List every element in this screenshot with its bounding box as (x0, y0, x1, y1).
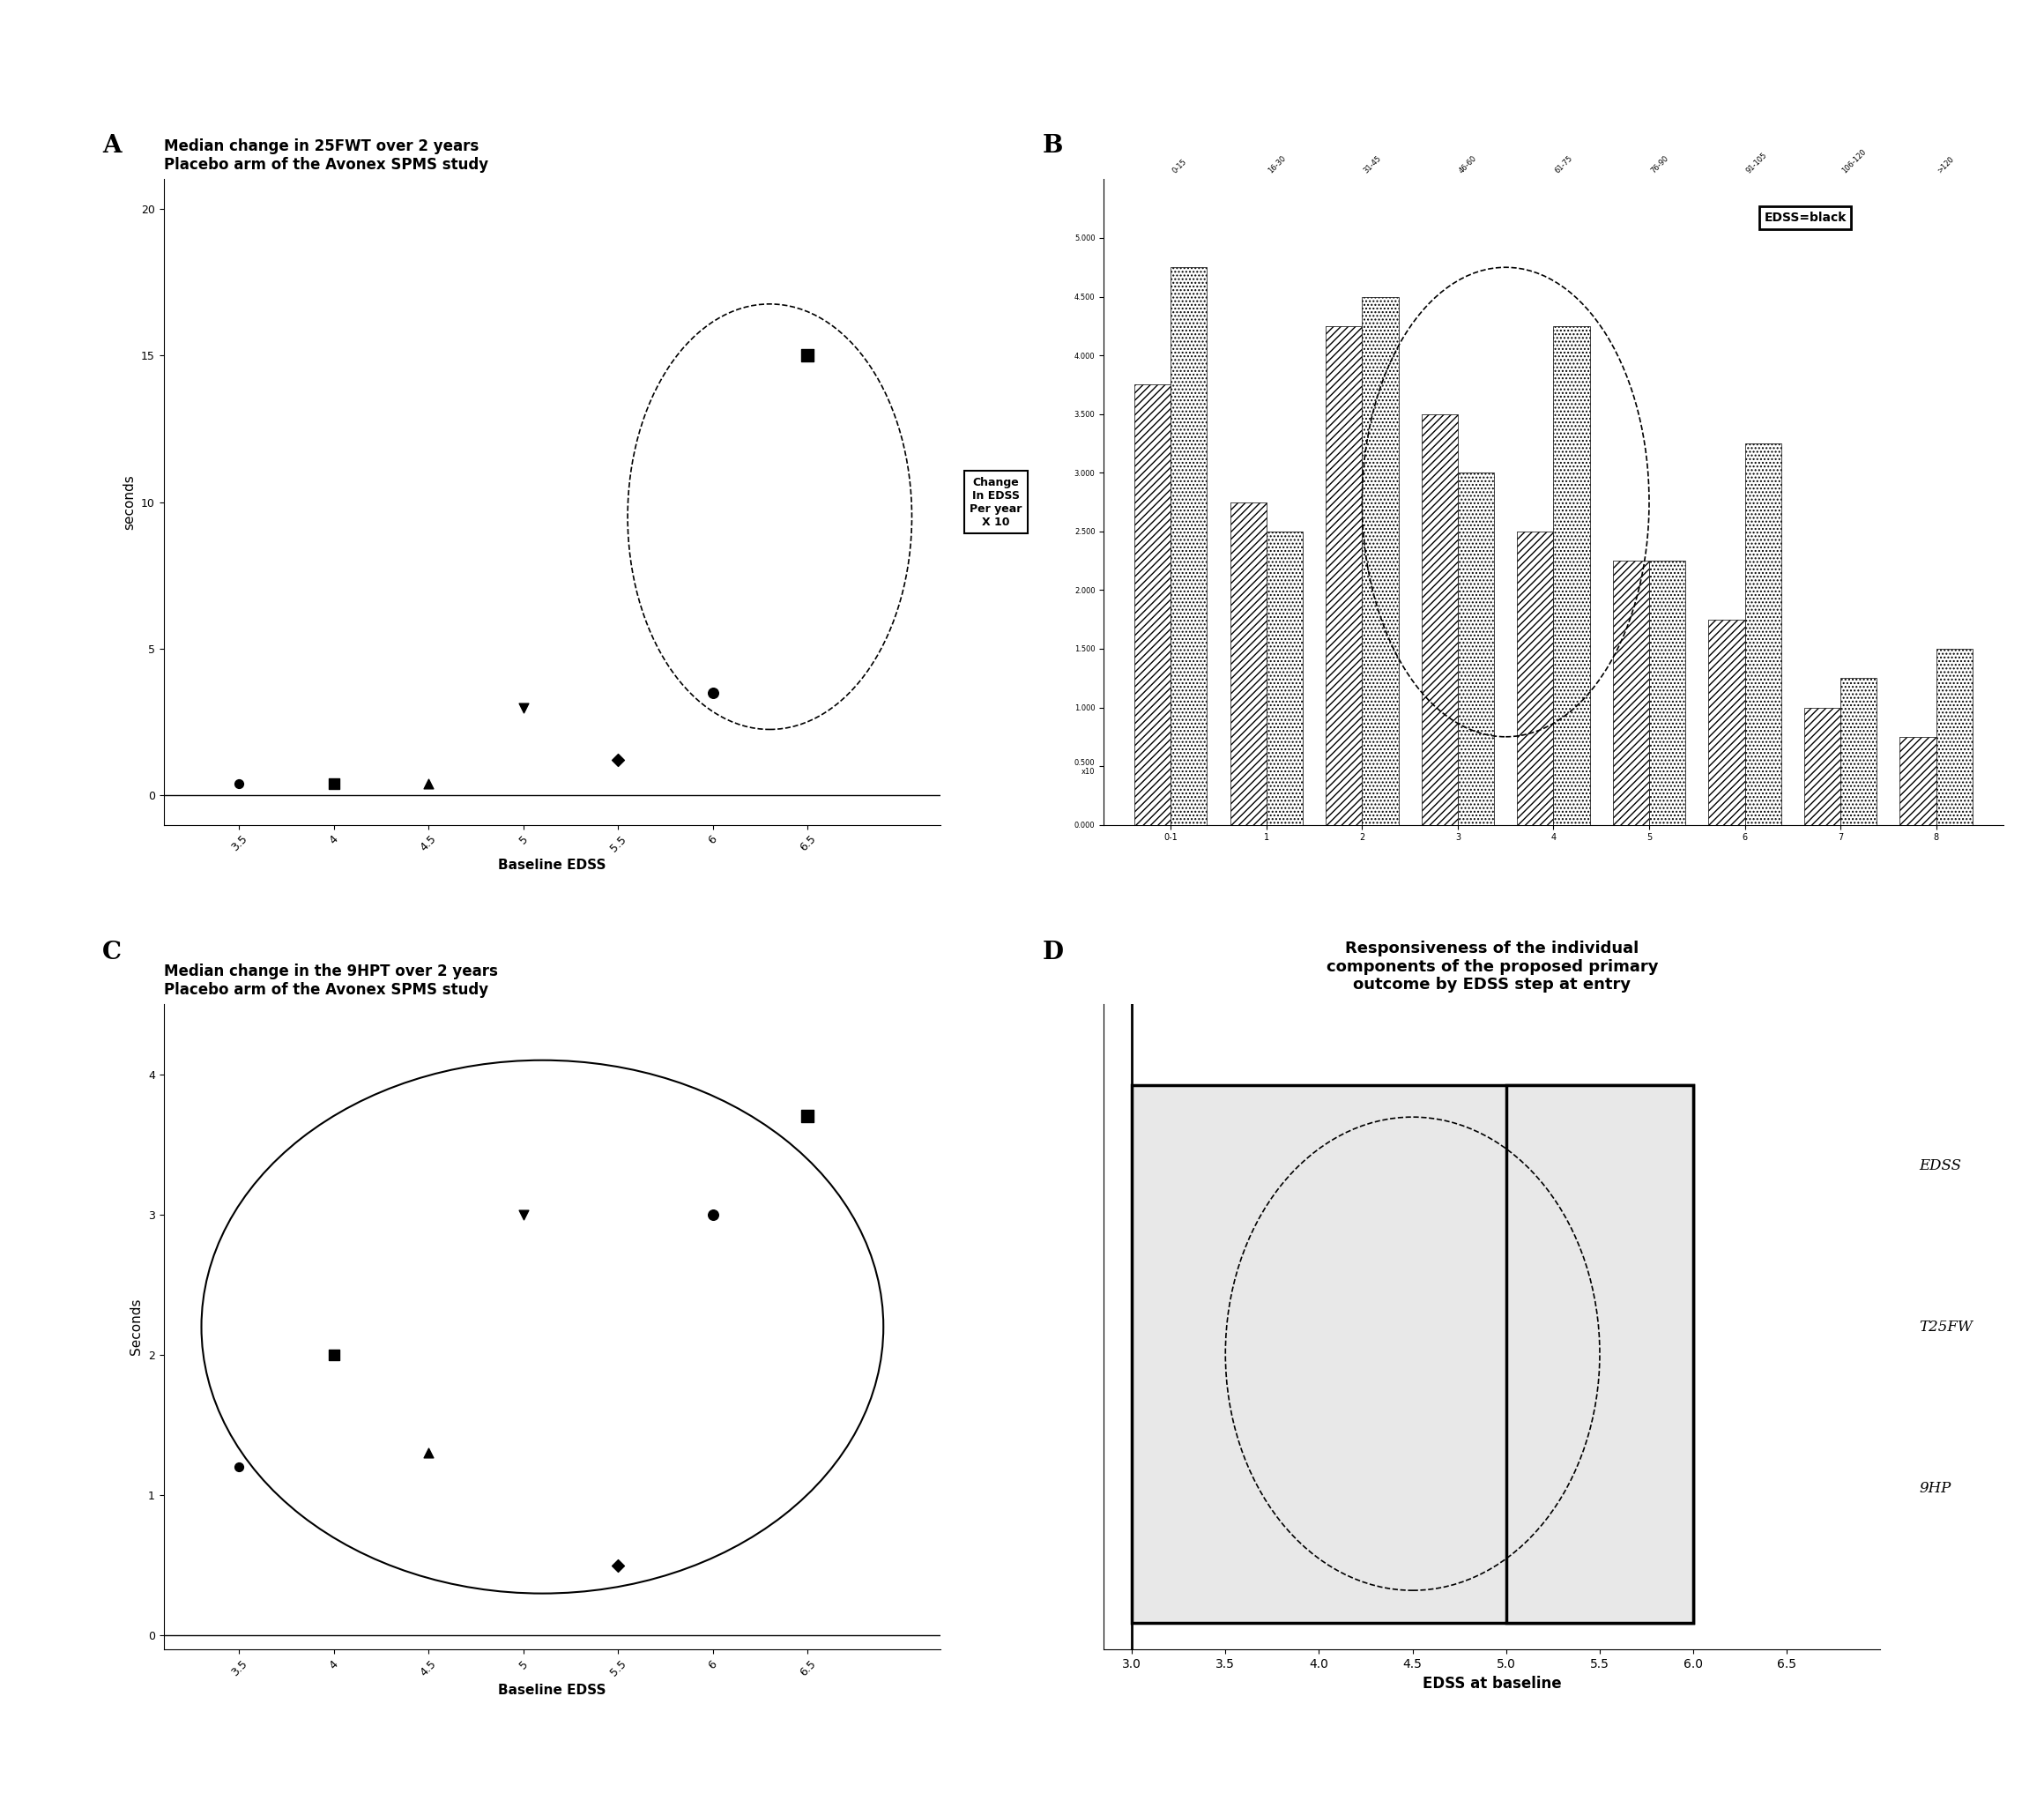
Y-axis label: seconds: seconds (123, 475, 137, 529)
Title: Responsiveness of the individual
components of the proposed primary
outcome by E: Responsiveness of the individual compone… (1327, 940, 1658, 993)
Point (791, 341, 824, 369)
Bar (1553, 326, 1590, 825)
Bar (1230, 502, 1267, 825)
Bar (1613, 561, 1650, 825)
Point (601, 746, 634, 775)
Bar (1936, 649, 1972, 825)
Point (507, 694, 540, 723)
Text: D: D (1042, 941, 1063, 965)
X-axis label: Baseline EDSS: Baseline EDSS (499, 1684, 605, 1696)
Bar (1134, 385, 1171, 825)
Bar (1132, 1085, 1692, 1623)
Point (507, 1200, 540, 1228)
Text: T25FW: T25FW (1919, 1320, 1972, 1334)
Bar (1171, 267, 1208, 825)
Point (791, 1103, 824, 1131)
Point (601, 1551, 634, 1580)
Point (317, 769, 350, 798)
Bar (1361, 296, 1398, 825)
Bar (1421, 414, 1457, 825)
X-axis label: Baseline EDSS: Baseline EDSS (499, 859, 605, 871)
Bar (1899, 737, 1936, 825)
Bar (1650, 561, 1686, 825)
Point (413, 1438, 446, 1467)
Text: A: A (102, 134, 121, 158)
Bar (1805, 708, 1840, 825)
Bar (1457, 473, 1494, 825)
Text: EDSS=black: EDSS=black (1764, 212, 1846, 224)
X-axis label: EDSS at baseline: EDSS at baseline (1423, 1675, 1562, 1691)
Text: Median change in 25FWT over 2 years
Placebo arm of the Avonex SPMS study: Median change in 25FWT over 2 years Plac… (164, 138, 489, 174)
Text: C: C (102, 941, 121, 965)
Point (697, 678, 730, 706)
Bar (1506, 1085, 1692, 1623)
Bar (1517, 531, 1553, 825)
Point (223, 769, 256, 798)
Bar (1327, 326, 1361, 825)
Bar (1840, 678, 1876, 825)
Bar (1746, 443, 1780, 825)
Point (317, 1341, 350, 1370)
Text: EDSS: EDSS (1919, 1158, 1962, 1173)
Text: Change
In EDSS
Per year
X 10: Change In EDSS Per year X 10 (969, 477, 1022, 527)
Text: B: B (1042, 134, 1063, 158)
Bar (1709, 619, 1746, 825)
Point (697, 1200, 730, 1228)
Text: Median change in the 9HPT over 2 years
Placebo arm of the Avonex SPMS study: Median change in the 9HPT over 2 years P… (164, 963, 497, 999)
Point (413, 769, 446, 798)
Text: 9HP: 9HP (1919, 1481, 1952, 1495)
Y-axis label: Seconds: Seconds (129, 1298, 143, 1356)
Bar (1267, 531, 1302, 825)
Point (223, 1452, 256, 1481)
